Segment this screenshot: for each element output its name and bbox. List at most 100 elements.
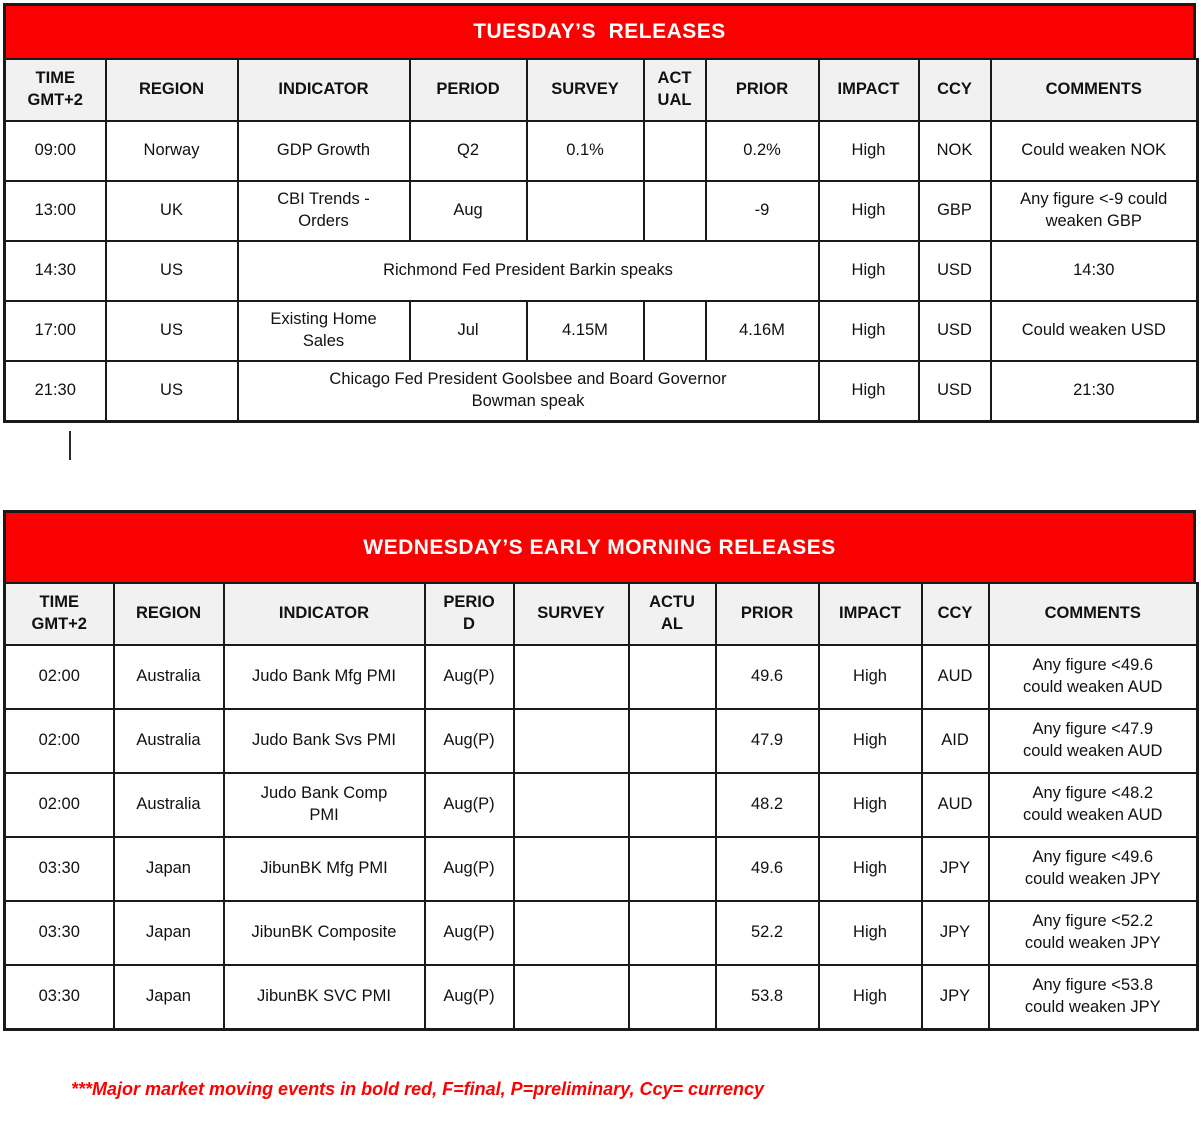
cell-period: Aug(P) [423,644,515,710]
cell-indicator: Judo Bank Svs PMI [222,708,426,774]
cell-survey [512,772,630,838]
cell-region: US [104,360,239,422]
column-header-period: PERIO D [423,582,515,646]
column-header-time: TIME GMT+2 [3,58,107,122]
cell-survey [512,644,630,710]
cell-actual [627,964,717,1030]
cell-ccy: USD [917,360,992,422]
cell-region: Australia [112,708,225,774]
column-header-actual: ACT UAL [642,58,707,122]
column-header-time: TIME GMT+2 [3,582,115,646]
tuesday-table-title: TUESDAY’S RELEASES [3,3,1196,58]
cell-time: 03:30 [3,900,115,966]
wednesday-table-title: WEDNESDAY’S EARLY MORNING RELEASES [3,510,1196,582]
cell-time: 14:30 [3,240,107,302]
cell-comments: 14:30 [989,240,1199,302]
cell-comments: Any figure <48.2 could weaken AUD [987,772,1199,838]
wednesday-table-grid: TIME GMT+2 REGION INDICATOR PERIO D SURVEY AC… [3,582,1199,1031]
cell-period: Q2 [408,120,528,182]
cell-time: 02:00 [3,772,115,838]
cell-period: Jul [408,300,528,362]
cell-impact: High [817,120,920,182]
cell-comments: Any figure <52.2 could weaken JPY [987,900,1199,966]
column-header-prior: PRIOR [714,582,820,646]
column-header-ccy: CCY [917,58,992,122]
cell-actual [627,900,717,966]
cell-ccy: GBP [917,180,992,242]
column-header-indicator: INDICATOR [236,58,411,122]
cell-prior: 0.2% [704,120,820,182]
column-header-region: REGION [104,58,239,122]
cell-actual [642,300,707,362]
column-header-survey: SURVEY [512,582,630,646]
cell-period: Aug(P) [423,836,515,902]
footnote: ***Major market moving events in bold re… [71,1079,765,1099]
cell-impact: High [817,360,920,422]
column-header-prior: PRIOR [704,58,820,122]
cell-prior: 49.6 [714,836,820,902]
cell-time: 02:00 [3,708,115,774]
cell-comments: Any figure <-9 could weaken GBP [989,180,1199,242]
cell-indicator: CBI Trends - Orders [236,180,411,242]
column-header-comments: COMMENTS [987,582,1199,646]
cell-actual [642,120,707,182]
tuesday-table-grid: TIME GMT+2 REGION INDICATOR PERIOD SURVEY ACT… [3,58,1199,423]
cell-region: Japan [112,964,225,1030]
table-row: 09:00 Norway GDP Growth Q2 0.1% 0.2% High NOK Co… [3,120,1199,182]
cell-ccy: USD [917,300,992,362]
cell-prior: 49.6 [714,644,820,710]
cell-ccy: JPY [920,964,990,1030]
wednesday-releases-table: WEDNESDAY’S EARLY MORNING RELEASES TIME … [3,510,1199,1031]
cell-survey [512,900,630,966]
cell-comments: Any figure <47.9 could weaken AUD [987,708,1199,774]
cell-period: Aug(P) [423,964,515,1030]
cell-impact: High [817,772,923,838]
cell-merged-event: Richmond Fed President Barkin speaks [236,240,820,302]
column-header-ccy: CCY [920,582,990,646]
cell-comments: Any figure <53.8 could weaken JPY [987,964,1199,1030]
table-row: 03:30 Japan JibunBK Composite Aug(P) 52.2 Hig… [3,900,1199,966]
cell-ccy: JPY [920,900,990,966]
cell-indicator: Judo Bank Comp PMI [222,772,426,838]
column-header-period: PERIOD [408,58,528,122]
cell-survey [512,964,630,1030]
column-header-actual: ACTU AL [627,582,717,646]
cell-impact: High [817,836,923,902]
cell-prior: -9 [704,180,820,242]
cell-region: Japan [112,836,225,902]
cell-time: 02:00 [3,644,115,710]
cell-impact: High [817,300,920,362]
cell-indicator: JibunBK Composite [222,900,426,966]
table-row: 13:00 UK CBI Trends - Orders Aug -9 High GBP An… [3,180,1199,242]
cell-indicator: Existing Home Sales [236,300,411,362]
cell-time: 03:30 [3,964,115,1030]
table-row: 02:00 Australia Judo Bank Svs PMI Aug(P) 47.… [3,708,1199,774]
cell-ccy: AID [920,708,990,774]
cell-region: UK [104,180,239,242]
table-row: 21:30 US Chicago Fed President Goolsbee an… [3,360,1199,422]
table-row: 02:00 Australia Judo Bank Mfg PMI Aug(P) 49.… [3,644,1199,710]
cell-survey [512,836,630,902]
cell-period: Aug [408,180,528,242]
cell-comments: Could weaken NOK [989,120,1199,182]
table-row: 03:30 Japan JibunBK SVC PMI Aug(P) 53.8 High J… [3,964,1199,1030]
cell-actual [627,772,717,838]
column-header-indicator: INDICATOR [222,582,426,646]
cell-actual [642,180,707,242]
cell-ccy: NOK [917,120,992,182]
cell-region: Australia [112,772,225,838]
cell-impact: High [817,964,923,1030]
cell-ccy: USD [917,240,992,302]
cell-ccy: JPY [920,836,990,902]
cell-indicator: JibunBK SVC PMI [222,964,426,1030]
cell-comments: Any figure <49.6 could weaken AUD [987,644,1199,710]
cell-region: Japan [112,900,225,966]
cell-actual [627,644,717,710]
column-header-impact: IMPACT [817,58,920,122]
cell-time: 21:30 [3,360,107,422]
cell-actual [627,708,717,774]
cell-survey: 4.15M [525,300,645,362]
cell-impact: High [817,708,923,774]
column-header-comments: COMMENTS [989,58,1199,122]
